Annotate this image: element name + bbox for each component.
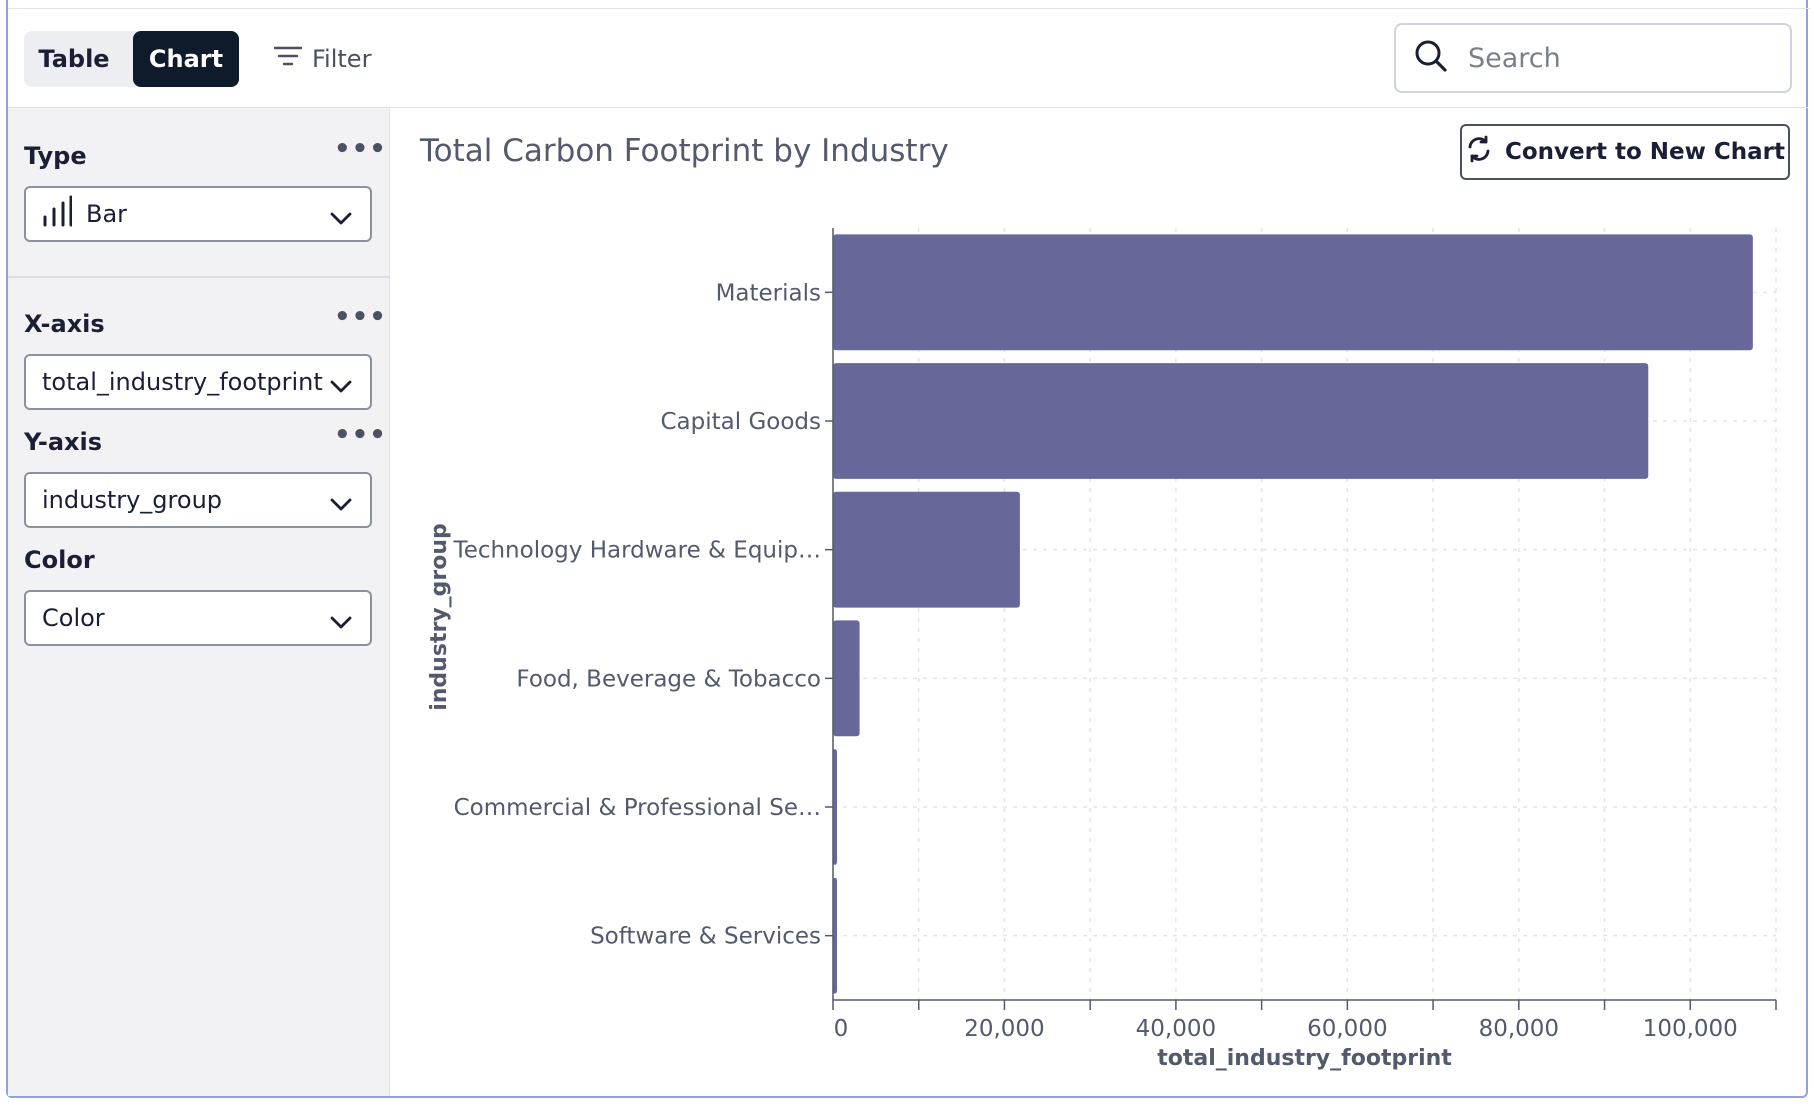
table-view-button[interactable]: Table — [38, 45, 110, 73]
chart-config-sidebar: Type ••• Bar X-axis ••• total_industry_f… — [8, 108, 390, 1096]
chevron-down-icon — [330, 372, 352, 400]
convert-to-new-chart-button[interactable]: Convert to New Chart — [1460, 124, 1790, 180]
app-window: Table Chart Filter Type ••• — [6, 0, 1810, 1098]
x-axis-label: X-axis — [24, 310, 105, 338]
chart-view-button[interactable]: Chart — [133, 31, 239, 87]
convert-label: Convert to New Chart — [1504, 139, 1785, 165]
bar — [833, 234, 1753, 351]
y-axis-label: Y-axis — [24, 428, 102, 456]
bar-chart: Materials Capital Goods Technology Hardwar… — [427, 228, 1777, 1071]
y-tick-label: Commercial & Professional Se… — [454, 795, 821, 821]
x-axis-value: total_industry_footprint — [42, 368, 323, 396]
search-icon — [1414, 39, 1448, 77]
type-value: Bar — [86, 200, 128, 228]
x-tick-label: 60,000 — [1307, 1016, 1387, 1042]
chevron-down-icon — [330, 204, 352, 232]
x-tick-label: 0 — [834, 1016, 849, 1042]
y-tick-label: Technology Hardware & Equip… — [453, 538, 821, 564]
x-axis-title: total_industry_footprint — [1157, 1046, 1452, 1071]
view-toggle: Table Chart — [24, 31, 239, 87]
color-value: Color — [42, 604, 105, 632]
chart-title: Total Carbon Footprint by Industry — [420, 133, 949, 169]
type-label: Type — [24, 142, 87, 170]
y-tick-label: Capital Goods — [660, 409, 821, 435]
filter-icon — [273, 45, 303, 73]
type-select[interactable]: Bar — [24, 186, 372, 242]
filter-label: Filter — [312, 45, 372, 73]
refresh-icon — [1465, 135, 1493, 169]
y-tick-label: Food, Beverage & Tobacco — [516, 666, 821, 692]
filter-button[interactable]: Filter — [273, 42, 372, 76]
y-axis-value: industry_group — [42, 486, 223, 514]
y-axis-select[interactable]: industry_group — [24, 472, 372, 528]
y-tick-label: Software & Services — [590, 924, 821, 950]
x-axis-select[interactable]: total_industry_footprint — [24, 354, 372, 410]
bar — [833, 877, 837, 994]
search-field[interactable] — [1394, 23, 1792, 93]
bar-chart-icon — [42, 195, 73, 233]
bar — [833, 363, 1649, 479]
chevron-down-icon — [330, 608, 352, 636]
bar — [833, 749, 837, 865]
color-select[interactable]: Color — [24, 590, 372, 646]
bar — [833, 491, 1020, 608]
x-tick-label: 20,000 — [964, 1016, 1044, 1042]
x-tick-label: 80,000 — [1479, 1016, 1559, 1042]
bar — [833, 620, 860, 737]
color-label: Color — [24, 546, 95, 574]
y-tick-label: Materials — [716, 280, 821, 306]
search-input[interactable] — [1466, 41, 1750, 75]
x-tick-label: 40,000 — [1136, 1016, 1216, 1042]
y-axis-title: industry_group — [427, 523, 452, 711]
x-tick-label: 100,000 — [1643, 1016, 1738, 1042]
chevron-down-icon — [330, 490, 352, 518]
